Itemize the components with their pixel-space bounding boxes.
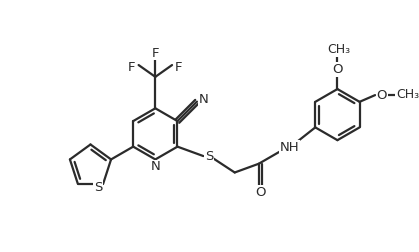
Text: F: F <box>128 60 135 74</box>
Text: O: O <box>332 63 343 76</box>
Text: CH₃: CH₃ <box>327 43 350 56</box>
Text: NH: NH <box>279 141 299 153</box>
Text: F: F <box>152 47 159 60</box>
Text: N: N <box>199 93 209 106</box>
Text: O: O <box>377 89 387 102</box>
Text: F: F <box>175 60 183 74</box>
Text: S: S <box>205 149 213 163</box>
Text: CH₃: CH₃ <box>396 88 419 101</box>
Text: S: S <box>94 181 103 194</box>
Text: O: O <box>256 186 266 199</box>
Text: N: N <box>150 161 160 173</box>
